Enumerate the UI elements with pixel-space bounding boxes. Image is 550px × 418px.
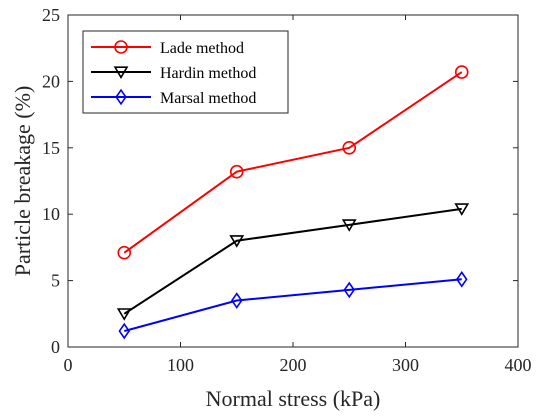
legend-marker — [113, 66, 129, 79]
y-tick-label: 15 — [42, 138, 60, 158]
series-hardin-method — [116, 203, 470, 321]
data-point — [341, 219, 357, 232]
legend-marker — [115, 88, 127, 106]
x-tick-label: 0 — [64, 355, 73, 375]
y-tick-label: 25 — [42, 5, 60, 25]
legend-item: Lade method — [91, 40, 244, 57]
y-tick-label: 0 — [51, 337, 60, 357]
legend-label: Hardin method — [160, 65, 256, 82]
data-point — [229, 235, 245, 248]
series-lade-method — [117, 65, 469, 260]
legend-label: Marsal method — [160, 90, 256, 107]
series-line — [123, 278, 462, 333]
data-point — [229, 164, 244, 179]
series-line — [123, 71, 463, 254]
data-point — [454, 203, 470, 216]
x-axis-label: Normal stress (kPa) — [206, 386, 381, 411]
series-line — [123, 207, 462, 315]
data-point — [230, 292, 243, 309]
data-point — [118, 322, 131, 340]
legend-marker — [114, 40, 128, 54]
y-tick-label: 10 — [42, 204, 60, 224]
series-layer — [116, 65, 470, 340]
legend-item: Hardin method — [91, 65, 256, 82]
series-marsal-method — [118, 270, 468, 340]
data-point — [454, 65, 469, 79]
data-point — [117, 245, 132, 260]
legend: Lade method Hardin method Marsal method — [82, 30, 289, 114]
data-point — [342, 141, 357, 155]
x-tick-label: 100 — [167, 355, 194, 375]
data-point — [116, 308, 132, 321]
axis-ticks: 0 100 200 300 400 0 5 10 15 20 25 — [42, 5, 532, 375]
legend-label: Lade method — [160, 40, 244, 57]
x-tick-label: 400 — [505, 355, 532, 375]
y-tick-label: 20 — [42, 71, 60, 91]
x-tick-label: 300 — [392, 355, 419, 375]
y-tick-label: 5 — [51, 271, 60, 291]
data-point — [455, 270, 468, 288]
y-axis-label: Particle breakage (%) — [10, 86, 35, 277]
x-tick-label: 200 — [280, 355, 307, 375]
data-point — [343, 281, 356, 299]
legend-item: Marsal method — [91, 88, 256, 107]
